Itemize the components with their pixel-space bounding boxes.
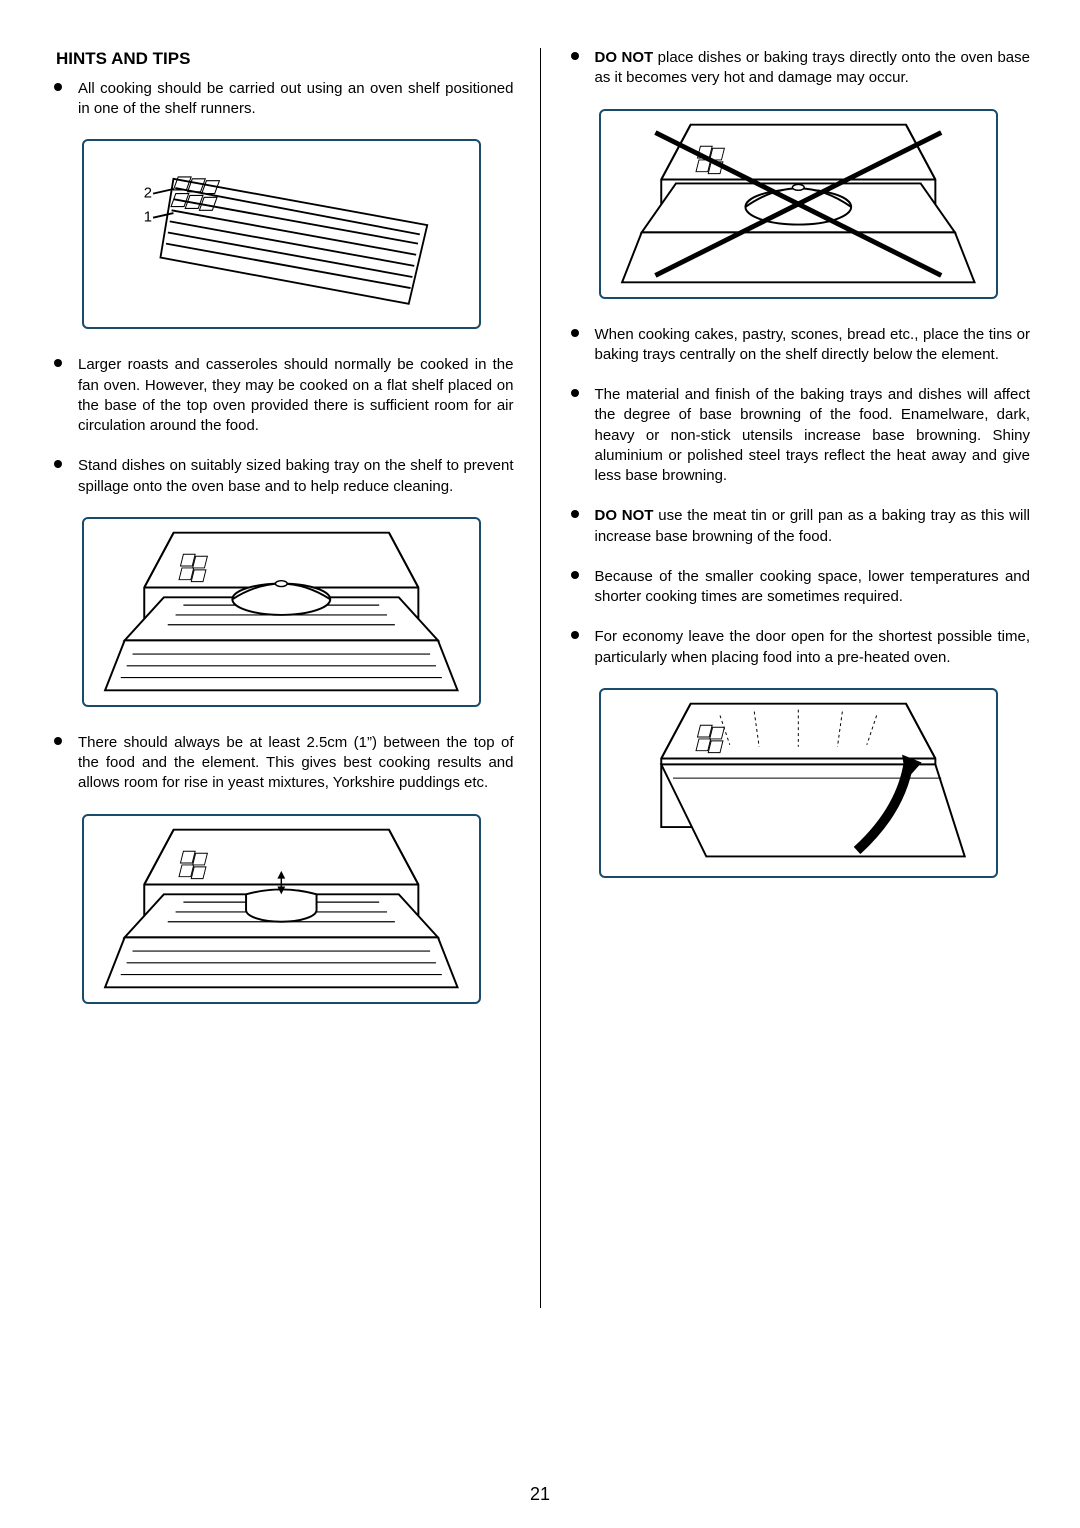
hints-heading: HINTS AND TIPS (56, 48, 514, 71)
bullet-text: When cooking cakes, pastry, scones, brea… (595, 325, 1031, 366)
figure-clearance (82, 814, 481, 1004)
right-bullet-4: DO NOT use the meat tin or grill pan as … (567, 506, 1031, 547)
right-bullet-2: When cooking cakes, pastry, scones, brea… (567, 325, 1031, 366)
column-divider (540, 48, 541, 1308)
right-column: DO NOT place dishes or baking trays dire… (567, 48, 1031, 1308)
left-column: HINTS AND TIPS All cooking should be car… (50, 48, 514, 1308)
bullet-dot-icon (54, 83, 62, 91)
bullet-text: There should always be at least 2.5cm (1… (78, 733, 514, 794)
bullet-text: The material and finish of the baking tr… (595, 385, 1031, 486)
bullet-dot-icon (54, 359, 62, 367)
do-not-bold: DO NOT (595, 507, 654, 524)
runner-label-top: 2 (144, 186, 152, 202)
bullet-text: Because of the smaller cooking space, lo… (595, 567, 1031, 608)
bullet-dot-icon (571, 52, 579, 60)
bullet-text: For economy leave the door open for the … (595, 627, 1031, 668)
right-bullet-6: For economy leave the door open for the … (567, 627, 1031, 668)
left-bullet-1: All cooking should be carried out using … (50, 79, 514, 120)
right-bullet-5: Because of the smaller cooking space, lo… (567, 567, 1031, 608)
figure-do-not-base (599, 109, 998, 299)
bullet-text: Larger roasts and casseroles should norm… (78, 355, 514, 436)
bullet-text: DO NOT place dishes or baking trays dire… (595, 48, 1031, 89)
runner-label-bottom: 1 (144, 210, 152, 226)
bullet-dot-icon (54, 460, 62, 468)
figure-shelf-runners: 2 1 (82, 139, 481, 329)
bullet-text: All cooking should be carried out using … (78, 79, 514, 120)
bullet-text: DO NOT use the meat tin or grill pan as … (595, 506, 1031, 547)
bullet-dot-icon (571, 389, 579, 397)
figure-dish-on-tray (82, 517, 481, 707)
left-bullet-2: Larger roasts and casseroles should norm… (50, 355, 514, 436)
bullet-dot-icon (571, 571, 579, 579)
right-bullet-3: The material and finish of the baking tr… (567, 385, 1031, 486)
figure-door-open (599, 688, 998, 878)
right-bullet-1: DO NOT place dishes or baking trays dire… (567, 48, 1031, 89)
bullet-dot-icon (54, 737, 62, 745)
bullet-dot-icon (571, 510, 579, 518)
page-number: 21 (0, 1482, 1080, 1506)
bullet-text: Stand dishes on suitably sized baking tr… (78, 456, 514, 497)
left-bullet-3: Stand dishes on suitably sized baking tr… (50, 456, 514, 497)
bullet-rest: place dishes or baking trays directly on… (595, 49, 1031, 86)
left-bullet-4: There should always be at least 2.5cm (1… (50, 733, 514, 794)
bullet-rest: use the meat tin or grill pan as a bakin… (595, 507, 1030, 544)
bullet-dot-icon (571, 329, 579, 337)
bullet-dot-icon (571, 631, 579, 639)
do-not-bold: DO NOT (595, 49, 654, 66)
